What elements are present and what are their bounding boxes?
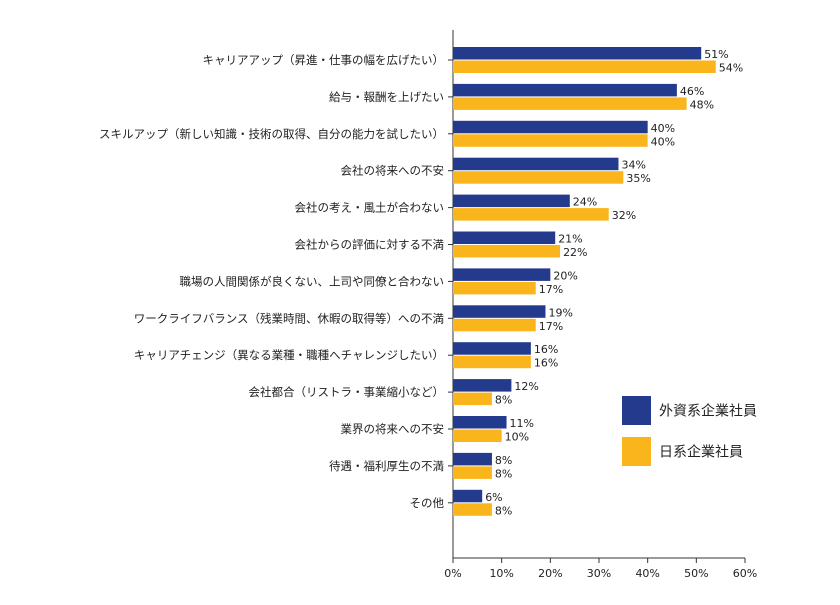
value-label: 20% (553, 269, 577, 282)
bar-gaishi (453, 120, 648, 134)
legend-label: 日系企業社員 (659, 444, 743, 461)
value-label: 16% (534, 343, 558, 356)
value-label: 40% (651, 135, 675, 148)
bar-gaishi (453, 452, 492, 466)
value-label: 35% (626, 172, 650, 185)
value-label: 17% (539, 283, 563, 296)
bar-gaishi (453, 489, 483, 503)
value-label: 17% (539, 320, 563, 333)
bar-nikkei (453, 281, 536, 295)
bar-gaishi (453, 416, 507, 429)
x-tick-label: 40% (635, 567, 659, 580)
category-label: ワークライフバランス（残業時間、休暇の取得等）への不満 (134, 311, 444, 325)
category-label: 会社の将来への不安 (341, 164, 445, 178)
x-tick-label: 50% (684, 567, 708, 580)
category-label: 会社からの評価に対する不満 (295, 238, 445, 252)
value-label: 19% (548, 306, 572, 319)
value-label: 32% (612, 209, 636, 222)
x-tick-label: 30% (587, 567, 611, 580)
value-label: 6% (485, 491, 502, 504)
value-label: 48% (690, 98, 714, 111)
bar-gaishi (453, 268, 551, 281)
bar-gaishi (453, 83, 677, 97)
value-label: 10% (505, 431, 529, 444)
value-label: 21% (558, 233, 582, 246)
category-label: 業界の将来への不安 (341, 422, 445, 436)
bar-gaishi (453, 379, 512, 392)
bar-gaishi (453, 47, 702, 60)
x-tick-label: 20% (538, 567, 562, 580)
legend-swatch-nikkei (622, 437, 651, 466)
category-label: 給与・報酬を上げたい (329, 90, 444, 104)
bar-gaishi (453, 157, 619, 171)
bar-nikkei (453, 60, 716, 73)
bar-nikkei (453, 208, 609, 221)
x-tick-label: 60% (733, 567, 757, 580)
bar-nikkei (453, 429, 502, 442)
category-label: 職場の人間関係が良くない、上司や同僚と合わない (180, 274, 445, 288)
bar-gaishi (453, 305, 546, 318)
value-label: 12% (514, 380, 538, 393)
legend-swatch-gaishi (622, 396, 651, 425)
bar-gaishi (453, 342, 531, 355)
bars-layer (453, 47, 716, 516)
x-tick-label: 10% (489, 567, 513, 580)
bar-gaishi (453, 194, 570, 208)
bar-nikkei (453, 503, 492, 516)
bar-nikkei (453, 355, 531, 369)
value-label: 8% (495, 467, 512, 480)
value-label: 8% (495, 454, 512, 467)
value-label: 24% (573, 196, 597, 209)
bar-nikkei (453, 171, 624, 184)
bar-nikkei (453, 318, 536, 332)
bar-nikkei (453, 392, 492, 406)
labels-layer: キャリアアップ（昇進・仕事の幅を広げたい） 51%54% 給与・報酬を上げたい 46%… (99, 48, 743, 517)
value-label: 54% (719, 62, 743, 75)
value-label: 40% (651, 122, 675, 135)
category-label: 待遇・福利厚生の不満 (329, 459, 444, 473)
bar-nikkei (453, 245, 561, 258)
bar-gaishi (453, 231, 556, 244)
value-label: 51% (704, 48, 728, 61)
value-label: 16% (534, 357, 558, 370)
value-label: 8% (495, 394, 512, 407)
bar-nikkei (453, 134, 648, 147)
value-label: 8% (495, 504, 512, 517)
category-label: 会社の考え・風土が合わない (295, 201, 445, 215)
value-label: 22% (563, 246, 587, 259)
category-label: キャリアアップ（昇進・仕事の幅を広げたい） (203, 53, 445, 67)
category-label: キャリアチェンジ（異なる業種・職種へチャレンジしたい） (134, 348, 444, 362)
bar-nikkei (453, 97, 687, 110)
bar-nikkei (453, 466, 492, 479)
value-label: 46% (680, 85, 704, 98)
value-label: 34% (621, 159, 645, 172)
category-label: スキルアップ（新しい知識・技術の取得、自分の能力を試したい） (99, 127, 444, 141)
x-tick-label: 0% (444, 567, 461, 580)
category-label: 会社都合（リストラ・事業縮小など） (249, 385, 445, 399)
value-label: 11% (510, 417, 534, 430)
legend-label: 外資系企業社員 (659, 403, 757, 420)
category-label: その他 (410, 496, 445, 510)
